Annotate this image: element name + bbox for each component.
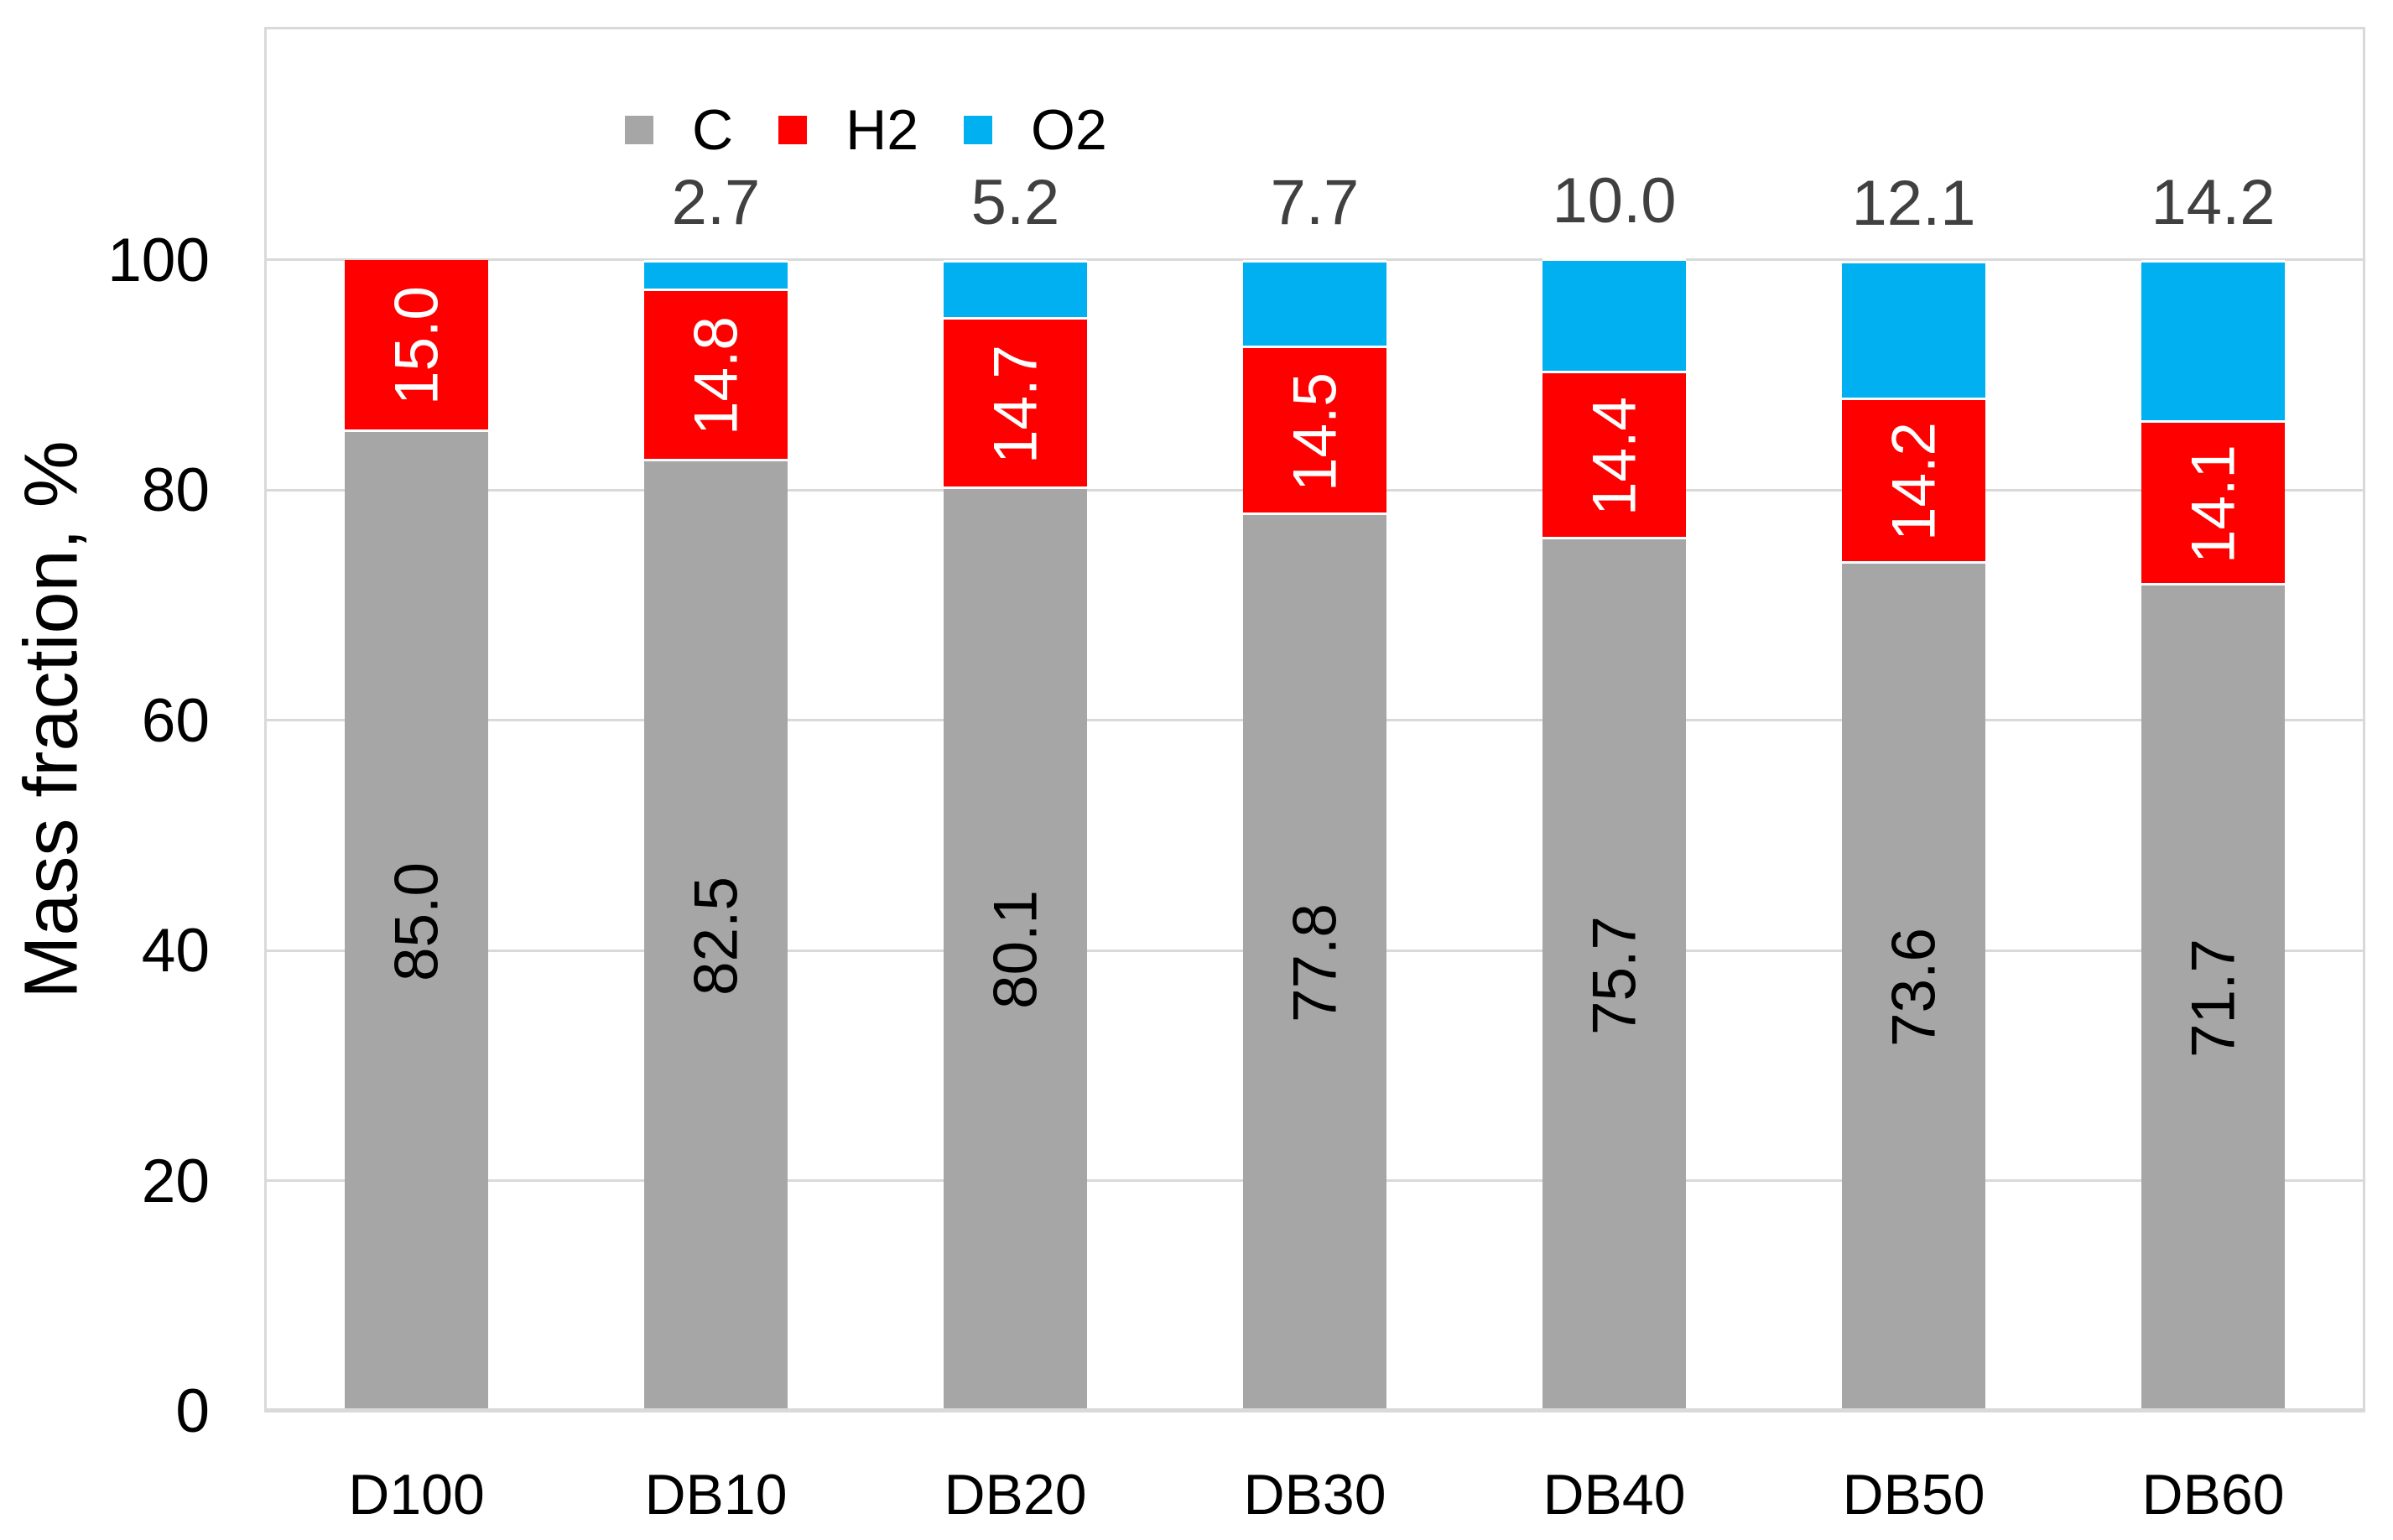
bar-segment-O2-DB50 <box>1842 260 1985 400</box>
legend-label-C: C <box>692 98 734 162</box>
bar-segment-O2-DB20 <box>944 259 1087 320</box>
bar-segment-C-DB20 <box>944 488 1087 1411</box>
bar-value-text: 75.7 <box>1580 915 1648 1035</box>
legend-swatch-H2 <box>778 116 808 144</box>
bar-segment-H2-DB30 <box>1243 348 1386 516</box>
bar-segment-C-DB40 <box>1542 539 1686 1411</box>
x-axis-label-DB30: DB30 <box>1243 1463 1386 1527</box>
above-bar-label-DB50: 12.1 <box>1851 167 1976 239</box>
y-tick-label-20: 20 <box>141 1147 210 1215</box>
bar-segment-O2-DB10 <box>644 259 788 291</box>
x-axis-label-DB40: DB40 <box>1542 1463 1686 1527</box>
x-axis-label-DB60: DB60 <box>2141 1463 2285 1527</box>
bar-segment-C-DB10 <box>644 460 788 1411</box>
x-axis-label-D100: D100 <box>348 1463 485 1527</box>
above-bar-label-DB40: 10.0 <box>1552 165 1677 237</box>
bar-value-text: 15.0 <box>382 286 450 406</box>
bar-value-text: 14.1 <box>2179 445 2247 564</box>
legend-swatch-C <box>625 116 653 144</box>
bar-value-text: 77.8 <box>1281 903 1349 1023</box>
bar-segment-H2-DB40 <box>1542 373 1686 540</box>
bar-segment-C-DB60 <box>2141 585 2285 1411</box>
legend-label-H2: H2 <box>845 98 919 162</box>
bar-segment-C-DB50 <box>1842 563 1985 1411</box>
legend-item-O2: O2 <box>964 98 1107 162</box>
bar-segment-H2-DB20 <box>944 319 1087 489</box>
x-axis-labels: D100 DB10 DB20 DB30 DB40 DB50 DB60 <box>267 1411 2363 1537</box>
bar-segment-C-D100 <box>345 432 488 1411</box>
bar-segment-H2-D100 <box>345 259 488 433</box>
above-bar-label-DB30: 7.7 <box>1270 166 1360 238</box>
above-bar-label-DB20: 5.2 <box>970 166 1060 238</box>
bar-segment-H2-DB50 <box>1842 399 1985 564</box>
bar-value-text: 82.5 <box>682 876 750 996</box>
bar-segment-H2-DB60 <box>2141 423 2285 585</box>
y-axis-tick-labels: 0 20 40 60 80 100 <box>0 29 210 1446</box>
x-axis-line <box>264 1408 2365 1413</box>
y-tick-label-100: 100 <box>107 226 210 294</box>
y-tick-label-60: 60 <box>141 686 210 755</box>
x-axis-label-DB20: DB20 <box>944 1463 1087 1527</box>
x-axis-label-DB10: DB10 <box>644 1463 788 1527</box>
bar-value-text: 14.7 <box>981 344 1049 464</box>
legend-swatch-O2 <box>964 116 993 144</box>
bar-value-text: 14.5 <box>1281 372 1349 492</box>
legend: C H2 O2 <box>625 98 1152 162</box>
gridline-100 <box>267 258 2363 261</box>
bar-segment-H2-DB10 <box>644 290 788 461</box>
above-bar-label-DB10: 2.7 <box>671 166 761 238</box>
bar-value-text: 73.6 <box>1880 927 1948 1047</box>
legend-item-H2: H2 <box>778 98 919 162</box>
bar-segment-O2-DB60 <box>2141 259 2285 424</box>
bar-value-text: 14.4 <box>1580 397 1648 517</box>
bar-value-text: 85.0 <box>382 861 450 981</box>
above-bar-label-DB60: 14.2 <box>2151 166 2276 238</box>
plot-border <box>264 27 2365 1411</box>
y-tick-label-80: 80 <box>141 456 210 524</box>
bar-value-text: 14.2 <box>1880 422 1948 542</box>
legend-item-C: C <box>625 98 734 162</box>
bar-value-text: 14.8 <box>682 316 750 436</box>
legend-label-O2: O2 <box>1031 98 1107 162</box>
bar-segment-O2-DB40 <box>1542 258 1686 374</box>
bar-value-text: 80.1 <box>981 890 1049 1010</box>
plot-area: 85.0 15.0 82.5 14.8 2.7 80.1 14.7 5.2 77.8 14.5 7.… <box>264 27 2365 1413</box>
bar-value-text: 71.7 <box>2179 938 2247 1058</box>
bar-segment-C-DB30 <box>1243 515 1386 1411</box>
bar-segment-O2-DB30 <box>1243 259 1386 349</box>
y-tick-label-0: 0 <box>175 1377 210 1445</box>
y-tick-label-40: 40 <box>141 917 210 985</box>
x-axis-label-DB50: DB50 <box>1842 1463 1985 1527</box>
